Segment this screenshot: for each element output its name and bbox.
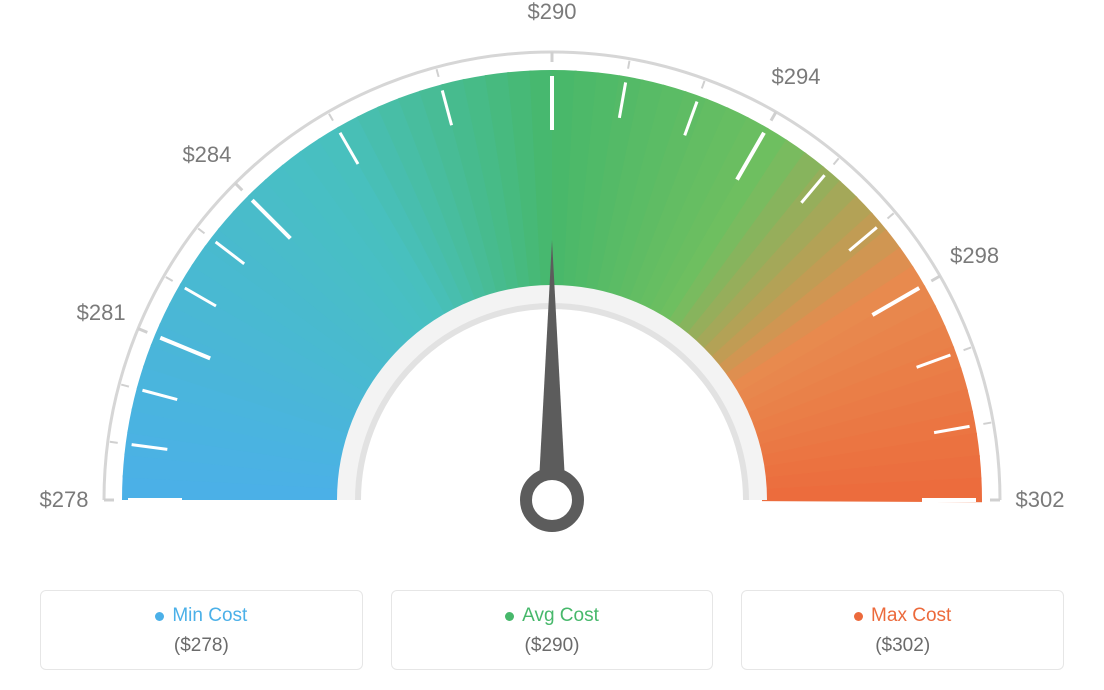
legend-value-max: ($302) [752, 635, 1053, 657]
gauge-chart-container: $278 $281 $284 $290 $294 $298 $302 Min Cost ($… [0, 0, 1104, 690]
dot-icon [854, 612, 863, 621]
legend-label-max: Max Cost [871, 605, 951, 627]
legend-card-max: Max Cost ($302) [741, 590, 1064, 670]
gauge-tick-label: $290 [528, 0, 577, 25]
gauge-tick-label: $281 [77, 300, 126, 326]
legend-label-min: Min Cost [172, 605, 247, 627]
gauge-tick-label: $294 [772, 64, 821, 90]
legend-value-min: ($278) [51, 635, 352, 657]
legend-label-avg: Avg Cost [522, 605, 599, 627]
legend-title-avg: Avg Cost [505, 605, 599, 627]
dot-icon [155, 612, 164, 621]
legend-value-avg: ($290) [402, 635, 703, 657]
gauge-svg [0, 0, 1104, 560]
legend-title-max: Max Cost [854, 605, 951, 627]
legend-row: Min Cost ($278) Avg Cost ($290) Max Cost… [40, 590, 1064, 670]
gauge-tick-label: $284 [182, 142, 231, 168]
gauge-tick-label: $298 [950, 243, 999, 269]
legend-title-min: Min Cost [155, 605, 247, 627]
dot-icon [505, 612, 514, 621]
gauge-area: $278 $281 $284 $290 $294 $298 $302 [0, 0, 1104, 560]
legend-card-min: Min Cost ($278) [40, 590, 363, 670]
gauge-tick-label: $278 [40, 487, 89, 513]
gauge-tick-label: $302 [1016, 487, 1065, 513]
legend-card-avg: Avg Cost ($290) [391, 590, 714, 670]
